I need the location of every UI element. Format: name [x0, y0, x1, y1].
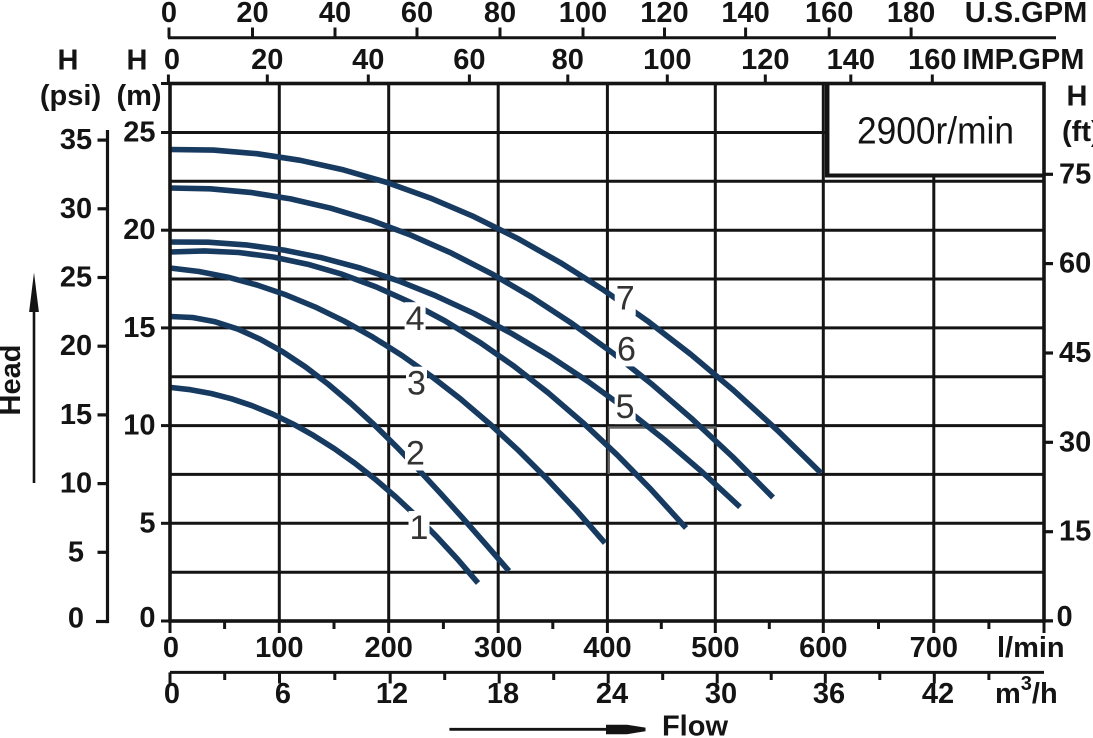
svg-text:40: 40 [319, 0, 351, 29]
svg-text:400: 400 [583, 632, 631, 664]
svg-text:6: 6 [275, 678, 291, 710]
svg-text:30: 30 [705, 678, 737, 710]
svg-text:35: 35 [60, 124, 92, 156]
svg-text:6: 6 [617, 330, 636, 368]
svg-text:25: 25 [123, 117, 155, 149]
svg-text:18: 18 [487, 678, 519, 710]
svg-text:75: 75 [1059, 158, 1091, 190]
svg-text:0: 0 [161, 0, 177, 29]
svg-text:180: 180 [887, 0, 935, 29]
svg-text:(ft): (ft) [1062, 116, 1093, 148]
svg-text:(psi): (psi) [40, 80, 101, 112]
svg-text:H: H [58, 45, 79, 77]
svg-text:24: 24 [596, 678, 628, 710]
svg-text:200: 200 [365, 632, 413, 664]
svg-text:100: 100 [643, 44, 691, 76]
svg-text:20: 20 [60, 330, 92, 362]
svg-text:10: 10 [60, 468, 92, 500]
svg-text:40: 40 [352, 44, 384, 76]
svg-text:0: 0 [68, 603, 84, 635]
svg-text:5: 5 [616, 388, 635, 426]
svg-text:(m): (m) [116, 80, 161, 112]
svg-text:160: 160 [908, 44, 956, 76]
svg-text:60: 60 [453, 44, 485, 76]
svg-text:H: H [127, 45, 148, 77]
svg-text:2900r/min: 2900r/min [857, 111, 1014, 153]
svg-text:IMP.GPM: IMP.GPM [962, 44, 1084, 76]
svg-text:42: 42 [922, 678, 954, 710]
svg-text:15: 15 [60, 399, 92, 431]
svg-text:80: 80 [484, 0, 516, 29]
svg-text:100: 100 [255, 632, 303, 664]
svg-text:Head: Head [0, 345, 27, 416]
svg-text:120: 120 [640, 0, 688, 29]
svg-text:20: 20 [123, 214, 155, 246]
svg-text:80: 80 [552, 44, 584, 76]
svg-text:36: 36 [813, 678, 845, 710]
svg-text:3: 3 [407, 365, 426, 403]
svg-text:30: 30 [1059, 426, 1091, 458]
svg-text:60: 60 [401, 0, 433, 29]
svg-text:30: 30 [60, 193, 92, 225]
svg-text:4: 4 [406, 300, 425, 338]
svg-text:100: 100 [559, 0, 607, 29]
svg-text:U.S.GPM: U.S.GPM [965, 0, 1087, 29]
svg-text:600: 600 [799, 632, 847, 664]
svg-text:12: 12 [376, 678, 408, 710]
svg-text:60: 60 [1059, 248, 1091, 280]
svg-text:10: 10 [123, 410, 155, 442]
svg-text:160: 160 [805, 0, 853, 29]
svg-text:20: 20 [251, 44, 283, 76]
svg-text:5: 5 [139, 507, 155, 539]
svg-text:300: 300 [474, 632, 522, 664]
svg-text:0: 0 [164, 44, 180, 76]
svg-text:500: 500 [691, 632, 739, 664]
svg-text:Flow: Flow [662, 711, 728, 738]
svg-text:20: 20 [236, 0, 268, 29]
svg-text:700: 700 [910, 632, 958, 664]
svg-text:120: 120 [741, 44, 789, 76]
svg-text:1: 1 [410, 509, 429, 547]
svg-text:25: 25 [60, 262, 92, 294]
svg-text:0: 0 [1057, 601, 1073, 633]
svg-text:5: 5 [68, 536, 84, 568]
svg-text:0: 0 [163, 632, 179, 664]
svg-text:l/min: l/min [997, 632, 1065, 664]
svg-text:H: H [1067, 81, 1088, 113]
svg-text:140: 140 [827, 44, 875, 76]
svg-text:2: 2 [406, 435, 425, 473]
svg-text:0: 0 [139, 602, 155, 634]
svg-text:15: 15 [1059, 516, 1091, 548]
svg-text:7: 7 [616, 280, 635, 318]
svg-text:140: 140 [721, 0, 769, 29]
svg-text:15: 15 [123, 312, 155, 344]
svg-text:0: 0 [164, 678, 180, 710]
svg-text:45: 45 [1059, 337, 1091, 369]
